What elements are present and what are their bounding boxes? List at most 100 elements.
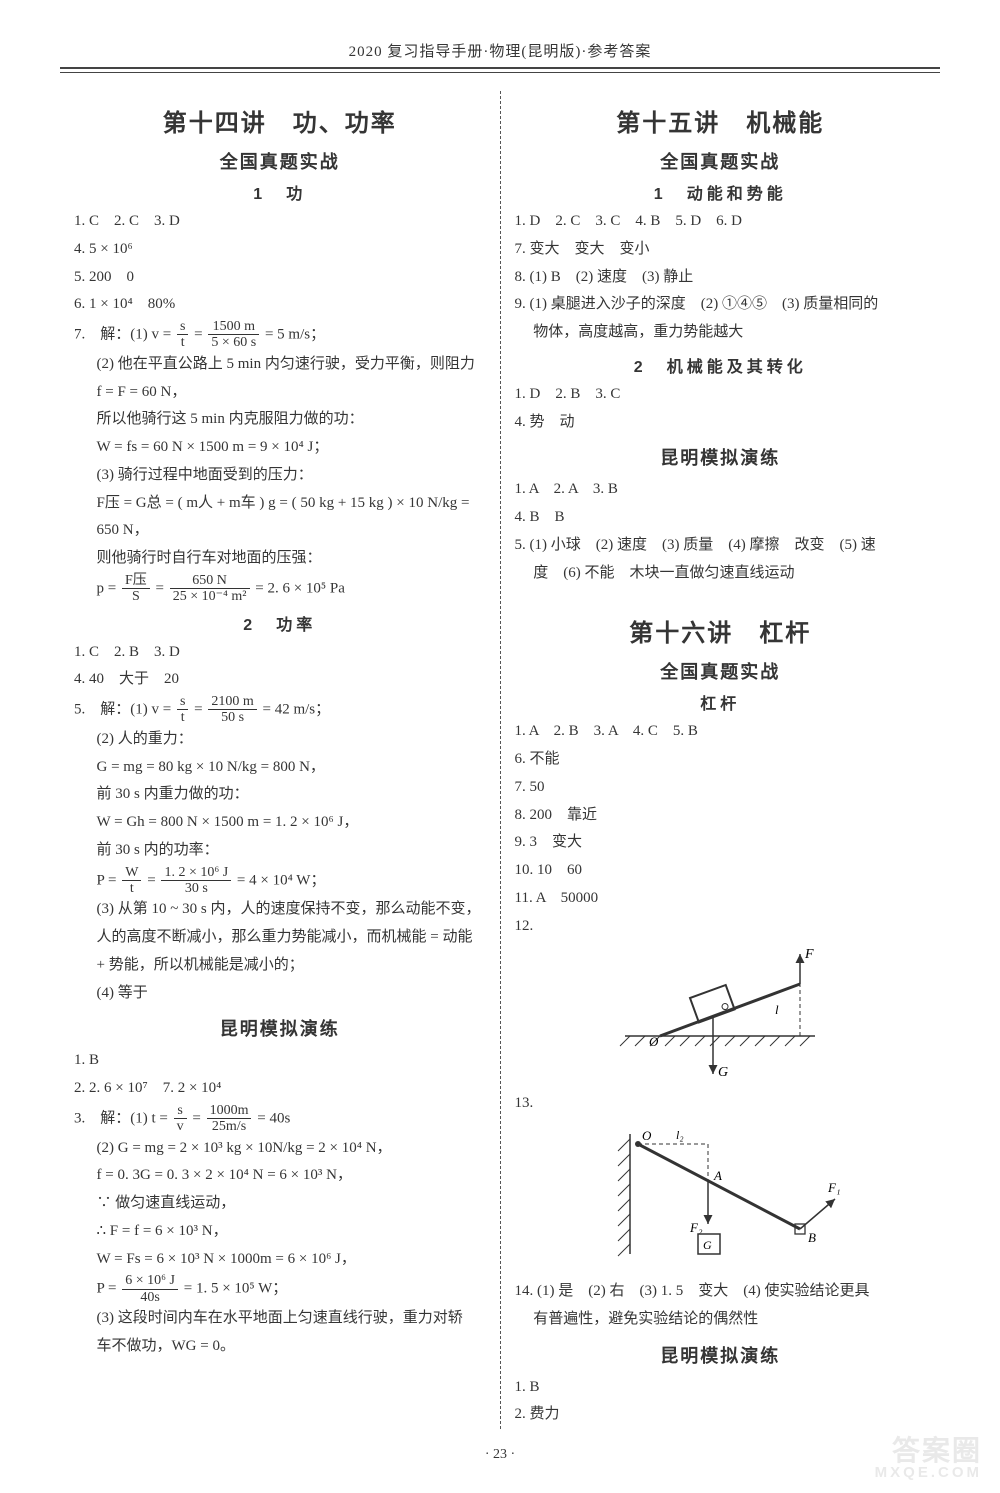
watermark-line: MXQE.COM [875,1465,982,1481]
answer-line: 1. A 2. A 3. B [515,476,927,504]
watermark-line: 答案圈 [875,1436,982,1465]
label-O: O [642,1128,652,1143]
text: = 5 m/s； [265,326,325,342]
subsection-title: 杠杆 [515,690,927,714]
answer-line: 9. 3 变大 [515,829,927,857]
label-l2: l₂ [676,1128,684,1142]
fraction: 1. 2 × 10⁶ J30 s [161,865,231,897]
answer-line: (3) 骑行过程中地面受到的压力： [74,462,486,490]
fraction: st [177,319,188,351]
subsection-title: 1 动能和势能 [515,180,927,204]
right-column: 第十五讲 机械能 全国真题实战 1 动能和势能 1. D 2. C 3. C 4… [501,91,941,1429]
text: P = [97,1281,117,1297]
answer-line: 7. 50 [515,774,927,802]
text: 7. 解：(1) v = [74,326,171,342]
chapter-title: 第十四讲 功、功率 [74,103,486,138]
answer-line: 6. 不能 [515,746,927,774]
answer-line: 1. D 2. B 3. C [515,381,927,409]
fraction: 650 N25 × 10⁻⁴ m² [170,573,250,605]
label-A: A [713,1168,722,1183]
fraction: 2100 m50 s [208,694,256,726]
answer-line: 所以他骑行这 5 min 内克服阻力做的功： [74,406,486,434]
text: = 2. 6 × 10⁵ Pa [255,580,345,596]
page: 2020 复习指导手册·物理(昆明版)·参考答案 第十四讲 功、功率 全国真题实… [0,0,1000,1493]
section-title: 昆明模拟演练 [515,1342,927,1368]
answer-line: 9. (1) 桌腿进入沙子的深度 (2) ①④⑤ (3) 质量相同的 [515,291,927,319]
answer-line: 前 30 s 内的功率： [74,837,486,865]
answer-line: W = Fs = 6 × 10³ N × 1000m = 6 × 10⁶ J， [74,1246,486,1274]
answer-line: 4. 5 × 10⁶ [74,236,486,264]
columns: 第十四讲 功、功率 全国真题实战 1 功 1. C 2. C 3. D 4. 5… [60,91,940,1429]
answer-line: 2. 2. 6 × 10⁷ 7. 2 × 10⁴ [74,1075,486,1103]
answer-line: (2) G = mg = 2 × 10³ kg × 10N/kg = 2 × 1… [74,1135,486,1163]
answer-line: (3) 这段时间内车在水平地面上匀速直线行驶，重力对轿 [74,1305,486,1333]
chapter-title: 第十五讲 机械能 [515,103,927,138]
answer-line: 2. 费力 [515,1401,927,1429]
answer-line: 7. 变大 变大 变小 [515,236,927,264]
page-header: 2020 复习指导手册·物理(昆明版)·参考答案 [60,40,940,67]
answer-line: 车不做功，WG = 0。 [74,1333,486,1361]
lever-diagram-12: F l O G [605,946,835,1086]
section-title: 全国真题实战 [515,658,927,684]
label-G: G [718,1065,728,1080]
answer-line: 1. A 2. B 3. A 4. C 5. B [515,718,927,746]
answer-line: W = Gh = 800 N × 1500 m = 1. 2 × 10⁶ J， [74,809,486,837]
answer-line: F压 = G总 = ( m人 + m车 ) g = ( 50 kg + 15 k… [74,490,486,518]
answer-line: 5. 解：(1) v = st = 2100 m50 s = 42 m/s； [74,694,486,726]
answer-line: 4. 40 大于 20 [74,666,486,694]
label-F2: F₂ [689,1220,703,1235]
answer-line: 12. [515,913,927,941]
text: = 1. 5 × 10⁵ W； [184,1281,288,1297]
answer-line: 则他骑行时自行车对地面的压强： [74,545,486,573]
subsection-title: 1 功 [74,180,486,204]
answer-line: (4) 等于 [74,980,486,1008]
section-title: 全国真题实战 [74,148,486,174]
answer-line: 1. D 2. C 3. C 4. B 5. D 6. D [515,208,927,236]
label-F1: F₁ [827,1180,840,1195]
answer-line: 前 30 s 内重力做的功： [74,781,486,809]
fraction: st [177,694,188,726]
section-title: 全国真题实战 [515,148,927,174]
answer-line: f = 0. 3G = 0. 3 × 2 × 10⁴ N = 6 × 10³ N… [74,1162,486,1190]
label-O: O [649,1034,659,1049]
answer-line: 8. (1) B (2) 速度 (3) 静止 [515,264,927,292]
fraction: Wt [122,865,141,897]
answer-line: (3) 从第 10 ~ 30 s 内，人的速度保持不变，那么动能不变， [74,896,486,924]
answer-line: + 势能，所以机械能是减小的； [74,952,486,980]
fraction: 6 × 10⁶ J40s [122,1273,178,1305]
header-rule [60,67,940,73]
text: = 40s [257,1110,290,1126]
answer-line: 13. [515,1090,927,1118]
answer-line: 3. 解：(1) t = sv = 1000m25m/s = 40s [74,1103,486,1135]
answer-line: P = 6 × 10⁶ J40s = 1. 5 × 10⁵ W； [74,1273,486,1305]
text: P = [97,872,117,888]
answer-line: 有普遍性，避免实验结论的偶然性 [515,1306,927,1334]
answer-line: 11. A 50000 [515,885,927,913]
fraction: sv [174,1103,187,1135]
fraction: F压S [122,573,150,605]
fraction: 1500 m5 × 60 s [208,319,259,351]
answer-line: (2) 他在平直公路上 5 min 内匀速行驶，受力平衡，则阻力 [74,351,486,379]
answer-line: 6. 1 × 10⁴ 80% [74,291,486,319]
text: 3. 解：(1) t = [74,1110,168,1126]
answer-line: 1. C 2. B 3. D [74,639,486,667]
answer-line: 1. B [74,1047,486,1075]
answer-line: 人的高度不断减小，那么重力势能减小，而机械能 = 动能 [74,924,486,952]
text: p = [97,580,117,596]
label-l: l [775,1002,779,1017]
answer-line: 14. (1) 是 (2) 右 (3) 1. 5 变大 (4) 使实验结论更具 [515,1278,927,1306]
label-B: B [808,1230,816,1245]
answer-line: 8. 200 靠近 [515,802,927,830]
section-title: 昆明模拟演练 [74,1015,486,1041]
answer-line: 1. B [515,1374,927,1402]
answer-line: 1. C 2. C 3. D [74,208,486,236]
answer-line: f = F = 60 N， [74,379,486,407]
text: = 4 × 10⁴ W； [237,872,326,888]
answer-line: W = fs = 60 N × 1500 m = 9 × 10⁴ J； [74,434,486,462]
answer-line: 4. 势 动 [515,409,927,437]
text: = 42 m/s； [263,701,331,717]
section-title: 昆明模拟演练 [515,444,927,470]
answer-line: ∵ 做匀速直线运动， [74,1190,486,1218]
answer-line: (2) 人的重力： [74,726,486,754]
answer-line: 7. 解：(1) v = st = 1500 m5 × 60 s = 5 m/s… [74,319,486,351]
